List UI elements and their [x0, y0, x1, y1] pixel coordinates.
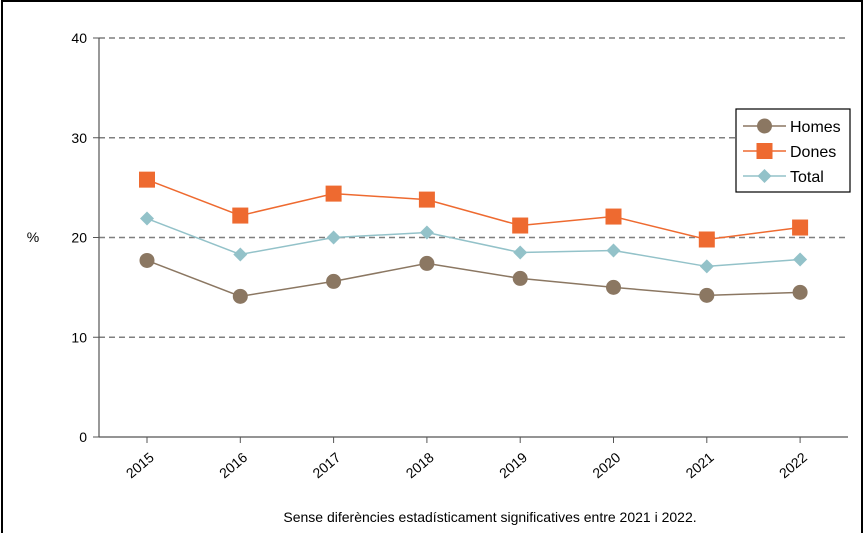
data-point-homes [233, 289, 248, 304]
x-tick-label: 2020 [589, 449, 623, 481]
data-point-dones [606, 209, 622, 225]
data-point-dones [512, 218, 528, 234]
data-point-dones [139, 172, 155, 188]
data-point-dones [419, 192, 435, 208]
data-point-total [793, 252, 807, 266]
data-point-homes [326, 274, 341, 289]
x-tick-label: 2017 [309, 449, 343, 481]
chart-footnote: Sense diferències estadísticament signif… [283, 509, 696, 525]
data-point-homes [513, 271, 528, 286]
data-point-dones [232, 208, 248, 224]
y-tick-labels: 0 10 20 30 40 [71, 30, 87, 445]
data-point-total [513, 245, 527, 259]
y-axis-label: % [27, 229, 39, 245]
y-tick-label: 10 [71, 329, 87, 345]
legend-label-homes: Homes [790, 119, 841, 136]
data-point-total [607, 243, 621, 257]
data-point-homes [699, 288, 714, 303]
x-tick-label: 2021 [683, 449, 717, 481]
legend-label-total: Total [790, 169, 824, 186]
y-tick-label: 20 [71, 230, 87, 246]
legend: Homes Dones Total [736, 109, 850, 192]
data-point-homes [419, 256, 434, 271]
legend-marker-homes [757, 119, 772, 134]
y-tick-label: 40 [71, 30, 87, 46]
data-point-total [327, 231, 341, 245]
x-tick-label: 2022 [776, 449, 810, 481]
data-point-homes [606, 280, 621, 295]
data-point-dones [792, 220, 808, 236]
x-tick-label: 2016 [216, 449, 250, 481]
legend-marker-dones [757, 143, 773, 159]
data-point-homes [793, 285, 808, 300]
x-tick-label: 2015 [123, 449, 157, 481]
x-tick-labels: 2015 2016 2017 2018 2019 2020 2021 2022 [123, 449, 810, 481]
legend-label-dones: Dones [790, 144, 836, 161]
data-point-total [140, 212, 154, 226]
data-point-homes [140, 253, 155, 268]
x-tick-label: 2019 [496, 449, 530, 481]
y-tick-label: 30 [71, 130, 87, 146]
data-point-dones [699, 231, 715, 247]
data-point-total [700, 259, 714, 273]
data-point-total [233, 247, 247, 261]
data-point-dones [326, 186, 342, 202]
gridlines [93, 38, 848, 443]
x-tick-label: 2018 [403, 449, 437, 481]
y-tick-label: 0 [79, 429, 87, 445]
